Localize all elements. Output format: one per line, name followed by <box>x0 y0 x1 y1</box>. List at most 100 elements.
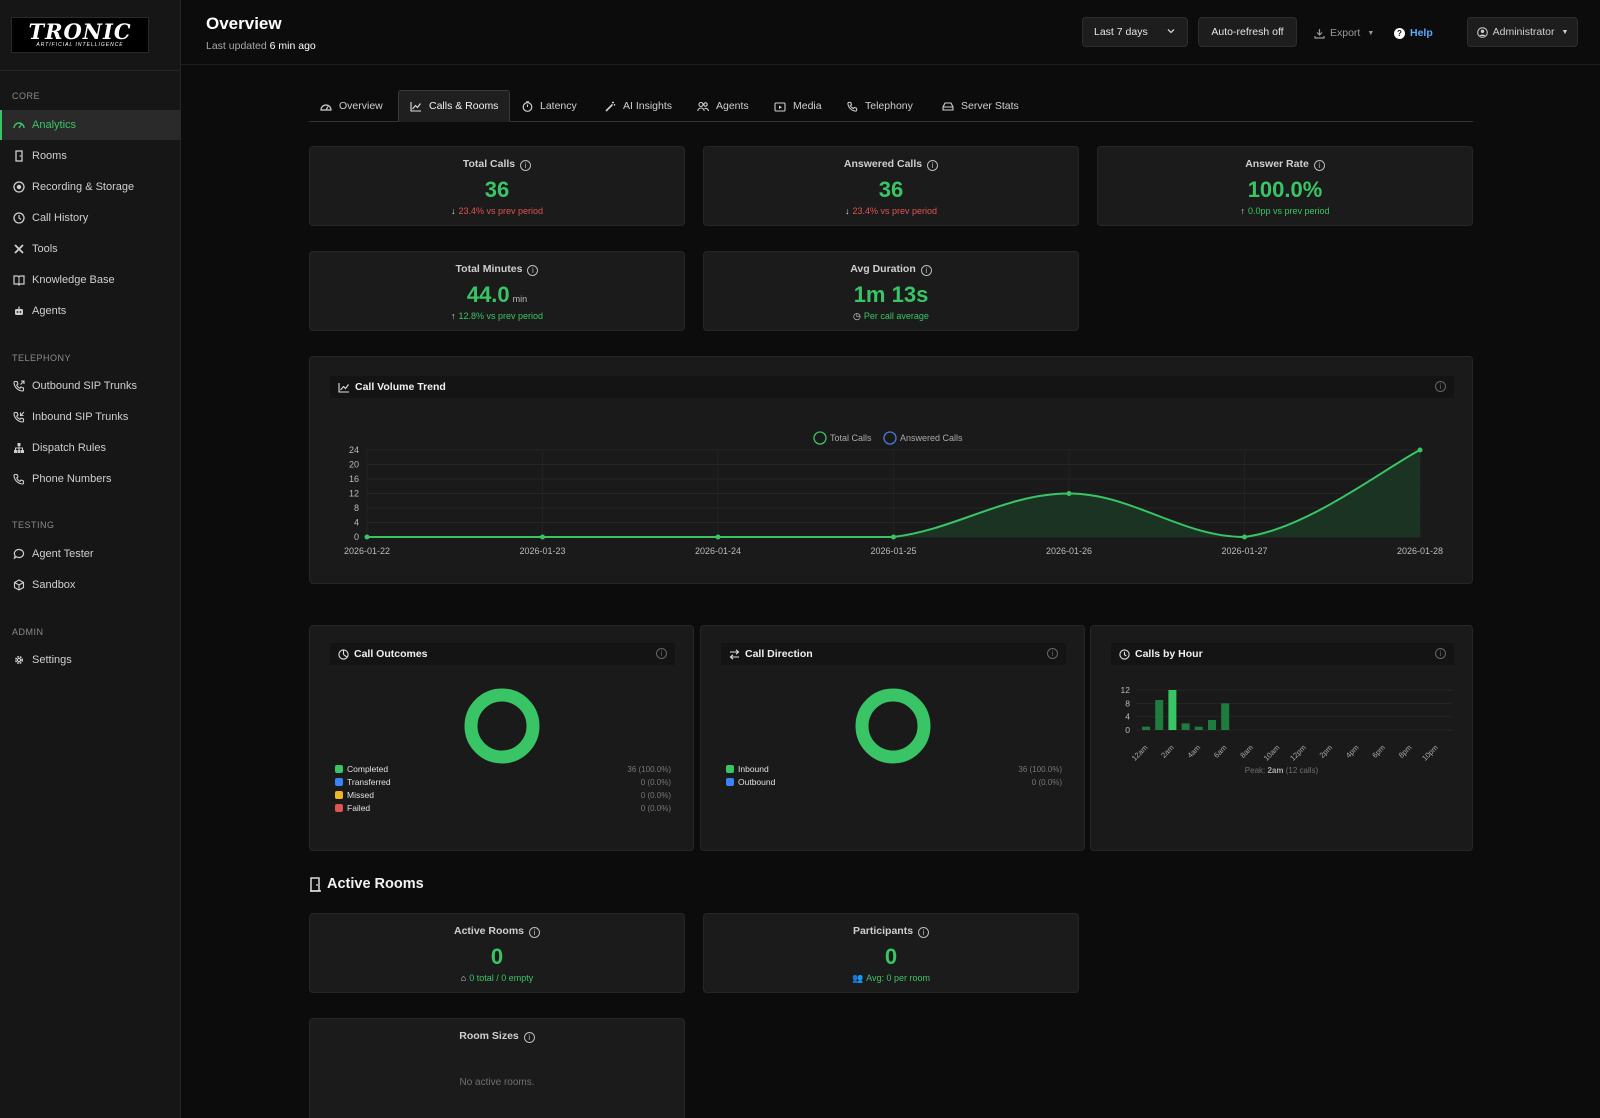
sidebar-item-label: Analytics <box>32 119 77 131</box>
sidebar-item-agent-tester[interactable]: Agent Tester <box>0 539 181 569</box>
stat-value: 0 <box>490 944 504 969</box>
tab-media[interactable]: Media <box>763 90 833 122</box>
clock-icon <box>12 212 25 225</box>
info-icon[interactable]: i <box>920 265 932 276</box>
sidebar-item-analytics[interactable]: Analytics <box>0 110 181 140</box>
stat-value: 36 <box>484 177 510 202</box>
page-title: Overview <box>206 14 282 33</box>
tab-ai-insights[interactable]: AI Insights <box>594 90 683 122</box>
clock-icon <box>1119 648 1130 660</box>
tab-telephony[interactable]: Telephony <box>836 90 924 122</box>
y-tick-label: 16 <box>349 474 359 484</box>
y-tick-label: 20 <box>349 460 359 470</box>
user-label: Administrator <box>1492 26 1555 38</box>
info-icon[interactable]: i <box>1435 648 1446 659</box>
user-menu[interactable]: Administrator ▼ <box>1467 17 1578 47</box>
chat-icon <box>12 548 25 561</box>
legend-item[interactable]: Failed <box>335 803 370 813</box>
sidebar-item-recording-storage[interactable]: Recording & Storage <box>0 172 181 202</box>
export-label: Export <box>1330 27 1361 39</box>
sidebar-item-rooms[interactable]: Rooms <box>0 141 181 171</box>
x-tick-label: 2am <box>1159 743 1176 760</box>
calls-by-hour-panel: Calls by Hour i 12 8 4 0 12am 2am 4am 6am 8am 10a… <box>1090 625 1473 851</box>
info-icon[interactable]: i <box>527 265 539 276</box>
legend-item[interactable]: Transferred <box>335 777 391 787</box>
x-tick-label: 2026-01-27 <box>1221 546 1267 556</box>
help-link[interactable]: ? Help <box>1394 24 1433 42</box>
nav-section-admin: ADMIN <box>12 627 44 637</box>
peak-note: Peak: 2am (12 calls) <box>1091 766 1472 775</box>
stat-card-total-calls: Total Calls i 36 ↓ 23.4% vs prev period <box>309 146 685 226</box>
dashboard-icon <box>12 119 25 132</box>
stat-change: ↓ 23.4% vs prev period <box>310 206 684 216</box>
call-volume-panel: Call Volume Trend i 24 20 16 12 8 4 0 2026-01-2… <box>309 356 1473 584</box>
auto-refresh-toggle[interactable]: Auto-refresh off <box>1198 17 1297 47</box>
active-rooms-section-title: Active Rooms <box>309 876 424 892</box>
call-outcomes-panel: Call Outcomes i Completed 36 (100.0%) Tran… <box>309 625 694 851</box>
sidebar-item-tools[interactable]: Tools <box>0 234 181 264</box>
data-point <box>1417 447 1423 453</box>
nav-section-core: CORE <box>12 91 41 101</box>
sidebar-item-call-history[interactable]: Call History <box>0 203 181 233</box>
tab-calls-rooms[interactable]: Calls & Rooms <box>398 90 511 122</box>
sidebar-item-settings[interactable]: Settings <box>0 645 181 675</box>
panel-title: Call Volume Trend <box>355 381 446 393</box>
tab-label: Server Stats <box>961 100 1019 112</box>
sidebar-item-phone-numbers[interactable]: Phone Numbers <box>0 464 181 494</box>
sidebar-item-dispatch-rules[interactable]: Dispatch Rules <box>0 433 181 463</box>
tab-latency[interactable]: Latency <box>511 90 588 122</box>
info-icon[interactable]: i <box>656 648 667 659</box>
info-icon[interactable]: i <box>529 927 541 938</box>
help-label: Help <box>1410 27 1433 39</box>
tab-label: Telephony <box>865 100 913 112</box>
sidebar-item-label: Phone Numbers <box>32 473 112 485</box>
stat-value: 36 <box>878 177 904 202</box>
sidebar-item-inbound-sip-trunks[interactable]: Inbound SIP Trunks <box>0 402 181 432</box>
x-tick-label: 12pm <box>1288 743 1308 763</box>
info-icon[interactable]: i <box>1435 381 1446 392</box>
sidebar-item-sandbox[interactable]: Sandbox <box>0 570 181 600</box>
info-icon[interactable]: i <box>520 160 532 171</box>
sidebar-item-knowledge-base[interactable]: Knowledge Base <box>0 265 181 295</box>
date-range-select[interactable]: Last 7 days <box>1082 17 1188 47</box>
legend-item[interactable]: Completed <box>335 764 388 774</box>
info-icon[interactable]: i <box>1313 160 1325 171</box>
tab-server-stats[interactable]: Server Stats <box>931 90 1030 122</box>
legend-label: Failed <box>347 803 371 813</box>
info-icon[interactable]: i <box>918 927 930 938</box>
info-icon[interactable]: i <box>1047 648 1058 659</box>
stat-change-text: 0.0pp vs prev period <box>1247 206 1330 216</box>
clock-icon: ◷ <box>853 311 861 321</box>
sidebar-item-agents[interactable]: Agents <box>0 296 181 326</box>
x-tick-label: 2026-01-25 <box>870 546 916 556</box>
sidebar-item-outbound-sip-trunks[interactable]: Outbound SIP Trunks <box>0 371 181 401</box>
legend-swatch <box>335 791 343 799</box>
gauge-icon <box>320 101 332 112</box>
stat-title: Total Minutes i <box>310 263 684 276</box>
legend-item[interactable]: Inbound <box>726 764 769 774</box>
stat-title: Answer Rate i <box>1098 158 1472 171</box>
donut-slice <box>464 688 540 764</box>
stat-value: 44.0 min <box>310 282 684 308</box>
peak-prefix: Peak: <box>1244 766 1268 775</box>
tab-agents[interactable]: Agents <box>686 90 760 122</box>
brand-logo[interactable]: TRONIC ARTIFICIAL INTELLIGENCE <box>11 17 149 53</box>
tab-label: Latency <box>540 100 577 112</box>
tab-overview[interactable]: Overview <box>309 90 394 122</box>
bar <box>1221 703 1230 730</box>
info-icon[interactable]: i <box>927 160 939 171</box>
sidebar-item-label: Tools <box>32 243 58 255</box>
info-icon[interactable]: i <box>523 1032 535 1043</box>
x-tick-label: 10am <box>1262 743 1282 763</box>
legend-item[interactable]: Outbound <box>726 777 775 787</box>
x-tick-label: 12am <box>1130 743 1150 763</box>
tab-label: AI Insights <box>623 100 673 112</box>
stat-change: ↓ 23.4% vs prev period <box>704 206 1078 216</box>
stat-card-total-minutes: Total Minutes i 44.0 min ↑ 12.8% vs prev pe… <box>309 251 685 331</box>
export-button[interactable]: Export ▼ <box>1314 24 1374 42</box>
legend-item[interactable]: Missed <box>335 790 374 800</box>
y-tick-label: 4 <box>1125 712 1130 722</box>
stat-value-number: 44.0 <box>466 282 510 307</box>
tools-icon <box>12 243 25 256</box>
chart-line-icon <box>338 382 350 393</box>
